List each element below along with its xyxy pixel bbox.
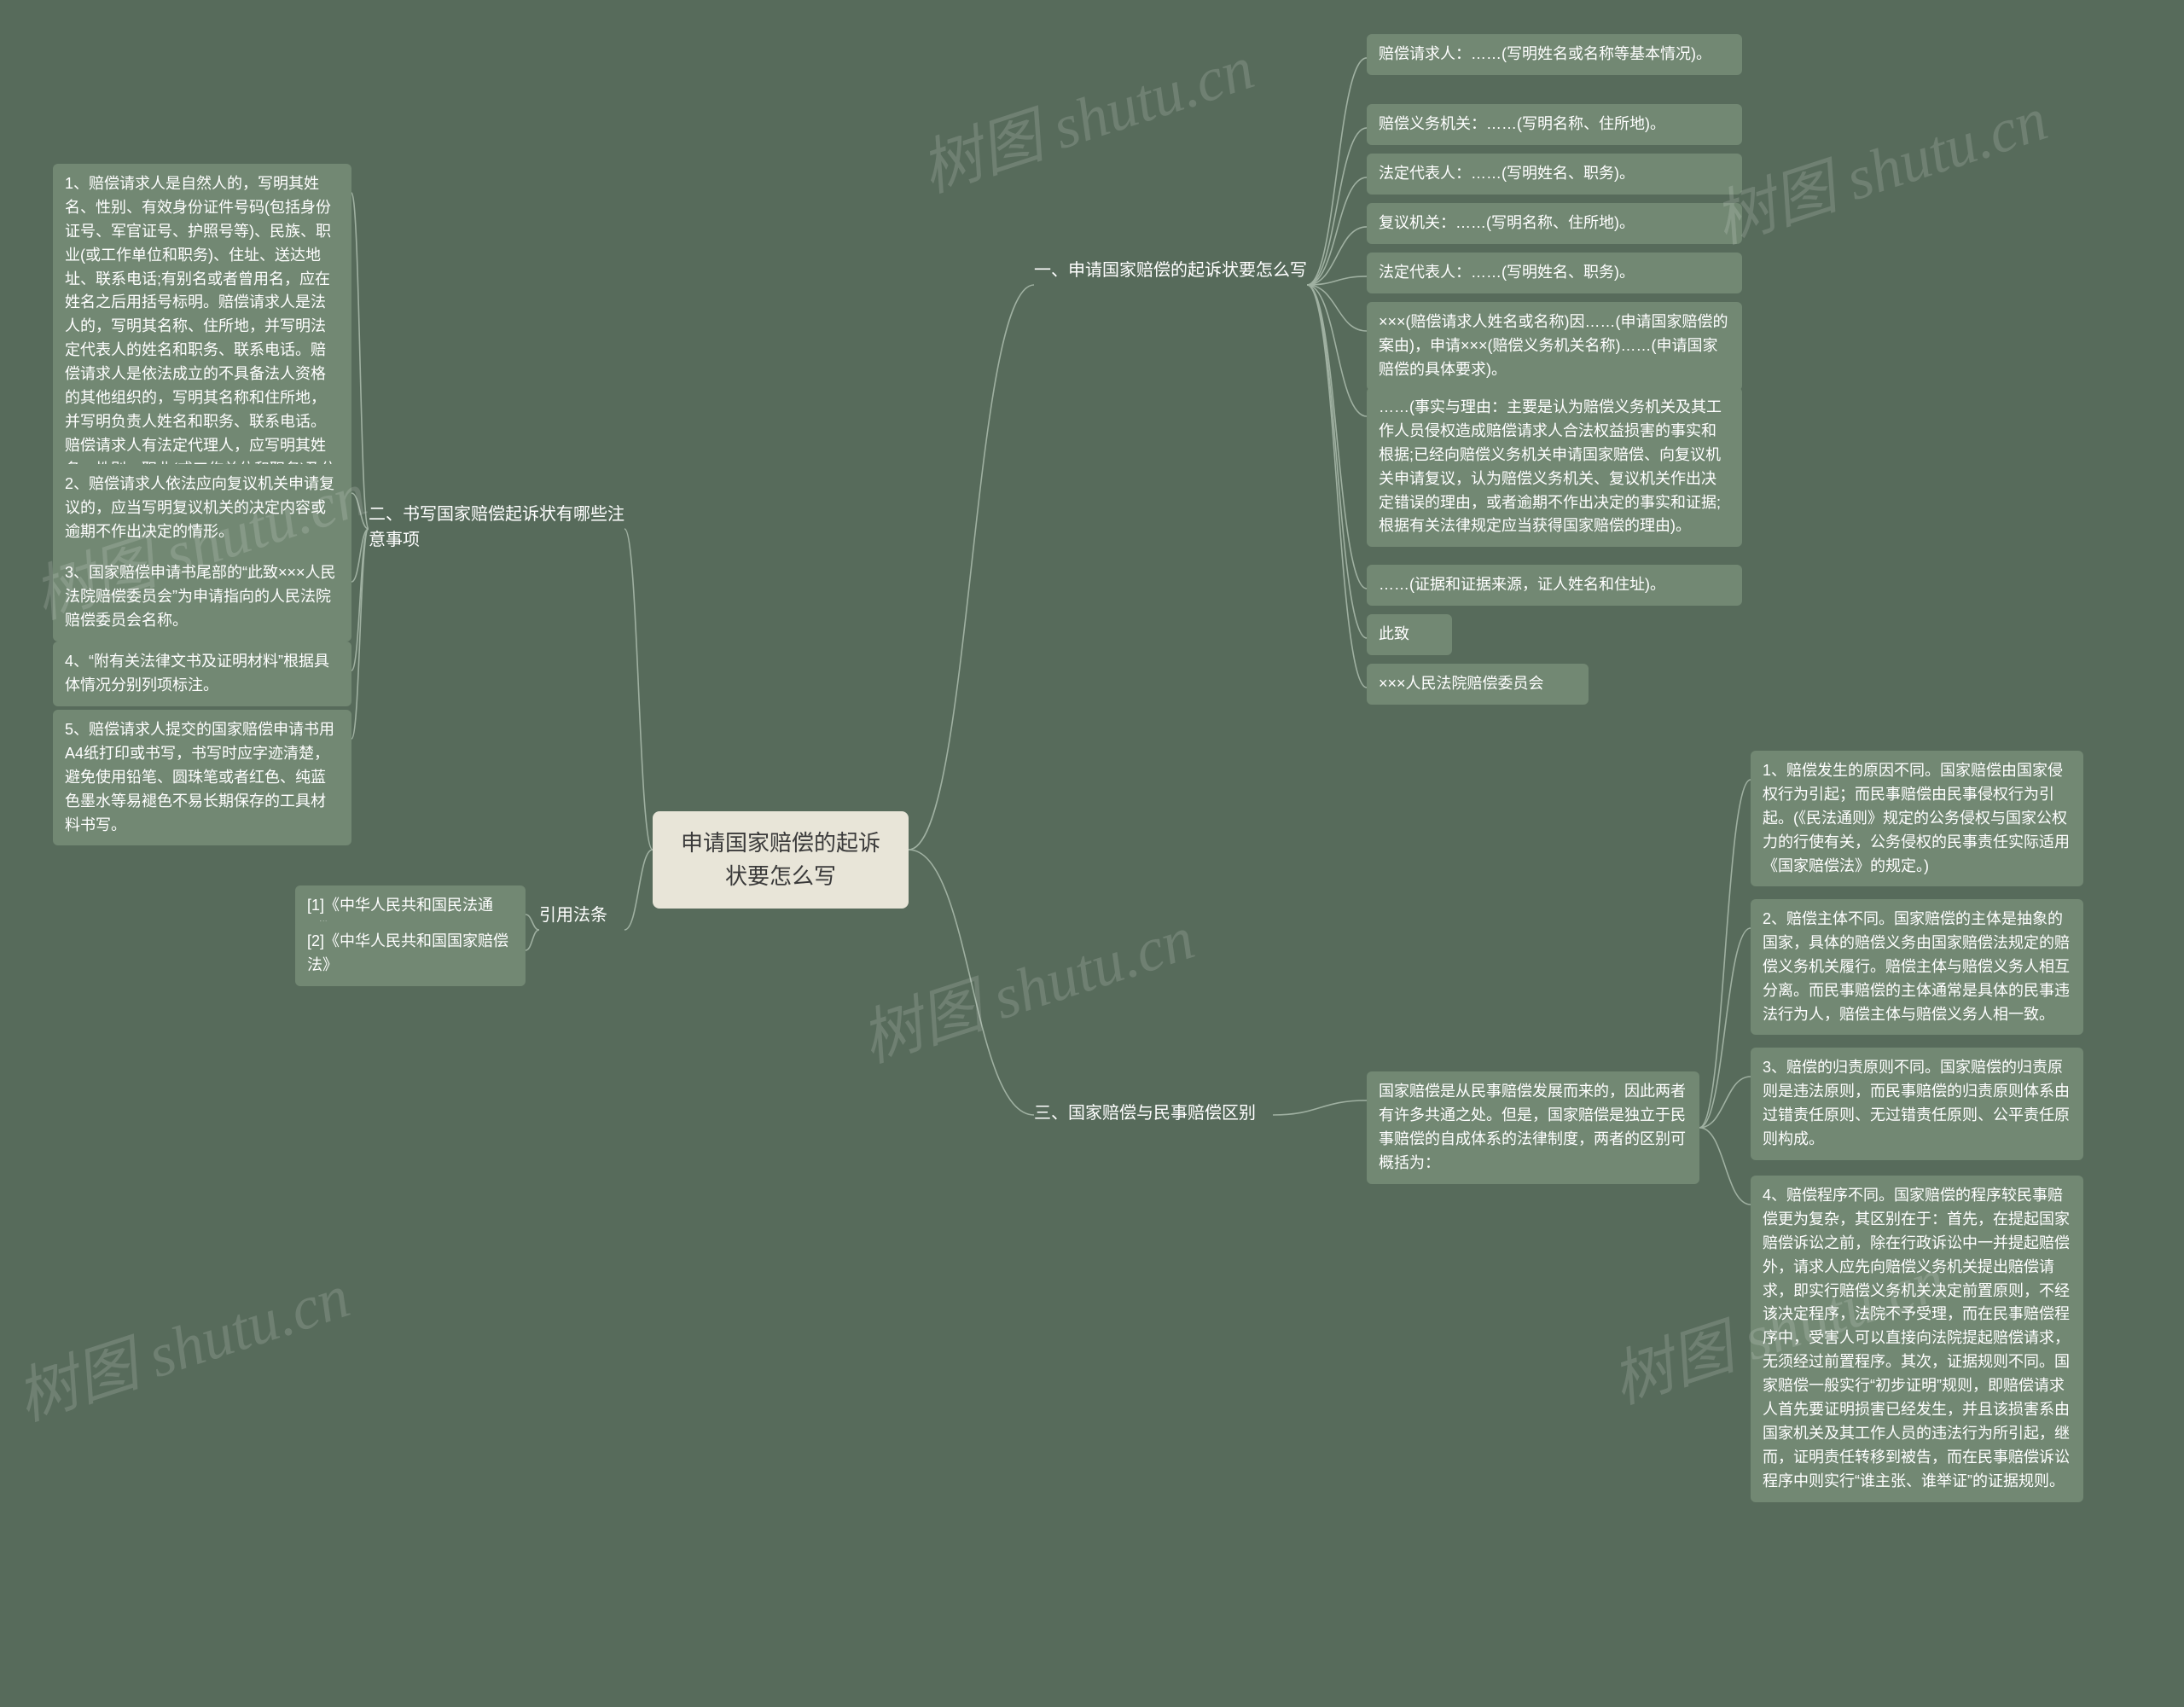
leaf-node: ……(事实与理由：主要是认为赔偿义务机关及其工作人员侵权造成赔偿请求人合法权益损… (1367, 387, 1742, 547)
leaf-node: 复议机关：……(写明名称、住所地)。 (1367, 203, 1742, 244)
leaf-node: 法定代表人：……(写明姓名、职务)。 (1367, 154, 1742, 195)
leaf-node: 5、赔偿请求人提交的国家赔偿申请书用A4纸打印或书写，书写时应字迹清楚，避免使用… (53, 710, 351, 845)
watermark: 树图 shutu.cn (3, 1245, 359, 1437)
leaf-node: 1、赔偿发生的原因不同。国家赔偿由国家侵权行为引起；而民事赔偿由民事侵权行为引起… (1751, 751, 2083, 886)
leaf-node: 4、“附有关法律文书及证明材料”根据具体情况分别列项标注。 (53, 642, 351, 706)
leaf-node: ……(证据和证据来源，证人姓名和住址)。 (1367, 565, 1742, 606)
leaf-node: 国家赔偿是从民事赔偿发展而来的，因此两者有许多共通之处。但是，国家赔偿是独立于民… (1367, 1071, 1699, 1184)
watermark: 树图 shutu.cn (1701, 68, 2057, 260)
root-node: 申请国家赔偿的起诉状要怎么写 (653, 811, 909, 909)
leaf-node: 赔偿请求人：……(写明姓名或名称等基本情况)。 (1367, 34, 1742, 75)
branch-node: 引用法条 (539, 903, 624, 928)
leaf-node: 法定代表人：……(写明姓名、职务)。 (1367, 253, 1742, 293)
leaf-node: 3、赔偿的归责原则不同。国家赔偿的归责原则是违法原则，而民事赔偿的归责原则体系由… (1751, 1048, 2083, 1160)
leaf-node: [2]《中华人民共和国国家赔偿法》 (295, 921, 526, 986)
leaf-node: ×××(赔偿请求人姓名或名称)因……(申请国家赔偿的案由)，申请×××(赔偿义务… (1367, 302, 1742, 391)
watermark: 树图 shutu.cn (848, 887, 1204, 1079)
leaf-node: 赔偿义务机关：……(写明名称、住所地)。 (1367, 104, 1742, 145)
branch-node: 三、国家赔偿与民事赔偿区别 (1034, 1100, 1273, 1126)
leaf-node: ×××人民法院赔偿委员会 (1367, 664, 1589, 705)
leaf-node: 2、赔偿主体不同。国家赔偿的主体是抽象的国家，具体的赔偿义务由国家赔偿法规定的赔… (1751, 899, 2083, 1035)
leaf-node: 2、赔偿请求人依法应向复议机关申请复议的，应当写明复议机关的决定内容或逾期不作出… (53, 464, 351, 553)
branch-node: 二、书写国家赔偿起诉状有哪些注意事项 (369, 502, 624, 553)
watermark: 树图 shutu.cn (908, 17, 1263, 209)
branch-node: 一、申请国家赔偿的起诉状要怎么写 (1034, 258, 1307, 283)
leaf-node: 4、赔偿程序不同。国家赔偿的程序较民事赔偿更为复杂，其区别在于：首先，在提起国家… (1751, 1176, 2083, 1502)
leaf-node: 此致 (1367, 614, 1452, 655)
leaf-node: 3、国家赔偿申请书尾部的“此致×××人民法院赔偿委员会”为申请指向的人民法院赔偿… (53, 553, 351, 642)
